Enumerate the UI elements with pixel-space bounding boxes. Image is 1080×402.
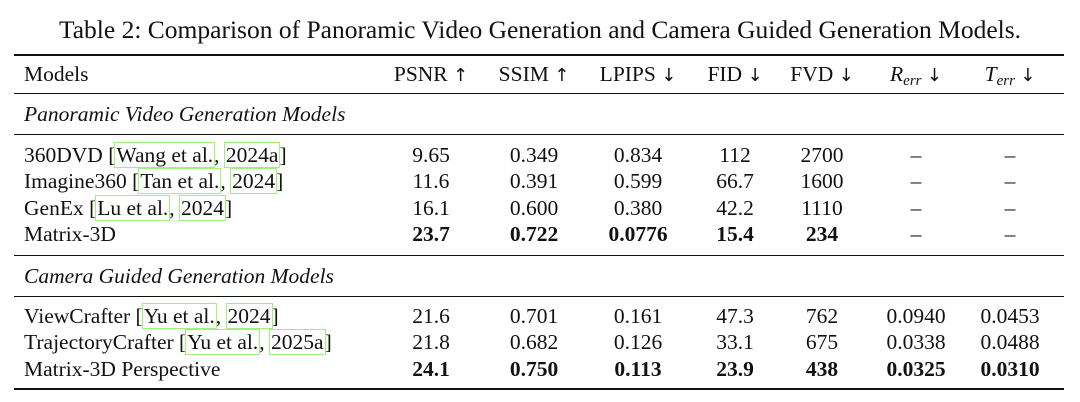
table-caption: Table 2: Comparison of Panoramic Video G… [58, 15, 1022, 44]
ssim-value: 0.349 [509, 143, 559, 167]
fid-value: 66.7 [716, 169, 754, 193]
psnr-value: 21.8 [412, 330, 450, 354]
psnr-value: 16.1 [412, 196, 450, 220]
citation-link[interactable]: Tan et al. [138, 168, 222, 194]
section-title: Camera Guided Generation Models [24, 264, 334, 288]
ssim-value: 0.682 [509, 330, 559, 354]
fid-value: 33.1 [716, 330, 754, 354]
ssim-value: 0.391 [509, 169, 559, 193]
down-arrow-icon: ↓ [838, 65, 854, 86]
psnr-value: 23.7 [412, 222, 450, 246]
header-fvd: FVD ↓ [790, 62, 854, 86]
header-rule [14, 93, 1064, 94]
lpips-value: 0.380 [613, 196, 663, 220]
citation-link[interactable]: 2025a [269, 329, 326, 355]
terr-value: – [1004, 222, 1016, 246]
header-models: Models [24, 62, 89, 86]
rerr-value: 0.0338 [886, 330, 946, 354]
fid-value: 15.4 [716, 222, 754, 246]
fvd-value: 234 [805, 222, 839, 246]
model-name: ViewCrafter [Yu et al., 2024] [24, 303, 279, 329]
lpips-value: 0.161 [613, 304, 663, 328]
ssim-value: 0.600 [509, 196, 559, 220]
down-arrow-icon: ↓ [661, 65, 677, 86]
terr-value: – [1004, 143, 1016, 167]
section-rule [14, 134, 1064, 135]
rerr-value: 0.0325 [886, 357, 946, 381]
top-rule [14, 54, 1064, 56]
up-arrow-icon: ↑ [453, 65, 469, 86]
header-ssim: SSIM ↑ [498, 62, 570, 86]
header-lpips: LPIPS ↓ [599, 62, 677, 86]
terr-value: 0.0488 [980, 330, 1040, 354]
model-name: TrajectoryCrafter [Yu et al., 2025a] [24, 329, 332, 355]
terr-value: 0.0310 [980, 357, 1040, 381]
up-arrow-icon: ↑ [554, 65, 570, 86]
citation-link[interactable]: 2024a [223, 142, 281, 168]
citation-link[interactable]: 2024 [179, 195, 227, 221]
section-title: Panoramic Video Generation Models [24, 102, 346, 126]
fvd-value: 1110 [801, 196, 843, 220]
rerr-value: – [910, 222, 922, 246]
model-name: GenEx [Lu et al., 2024] [24, 195, 233, 221]
section-divider-rule [14, 255, 1064, 256]
ssim-value: 0.750 [509, 357, 559, 381]
lpips-value: 0.126 [613, 330, 663, 354]
header-terr: Terr ↓ [984, 62, 1036, 89]
fid-value: 47.3 [716, 304, 754, 328]
fvd-value: 438 [805, 357, 839, 381]
model-name: Matrix-3D [24, 222, 116, 246]
section-rule [14, 296, 1064, 297]
lpips-value: 0.599 [613, 169, 663, 193]
rerr-value: – [910, 143, 922, 167]
citation-link[interactable]: Wang et al. [114, 142, 216, 168]
psnr-value: 11.6 [412, 169, 450, 193]
fid-value: 112 [719, 143, 751, 167]
model-name: Imagine360 [Tan et al., 2024] [24, 168, 284, 194]
citation-link[interactable]: Yu et al. [185, 329, 261, 355]
lpips-value: 0.0776 [608, 222, 668, 246]
down-arrow-icon: ↓ [1020, 65, 1036, 86]
citation-link[interactable]: Yu et al. [141, 303, 217, 329]
model-name: Matrix-3D Perspective [24, 357, 221, 381]
ssim-value: 0.722 [509, 222, 559, 246]
citation-link[interactable]: 2024 [230, 168, 278, 194]
ssim-value: 0.701 [509, 304, 559, 328]
fid-value: 23.9 [716, 357, 754, 381]
rerr-value: 0.0940 [886, 304, 946, 328]
fvd-value: 1600 [800, 169, 844, 193]
psnr-value: 21.6 [412, 304, 450, 328]
fvd-value: 762 [805, 304, 839, 328]
psnr-value: 9.65 [412, 143, 450, 167]
terr-value: – [1004, 169, 1016, 193]
fvd-value: 2700 [800, 143, 844, 167]
header-fid: FID ↓ [707, 62, 763, 86]
down-arrow-icon: ↓ [747, 65, 763, 86]
rerr-value: – [910, 196, 922, 220]
citation-link[interactable]: Lu et al. [95, 195, 171, 221]
model-name: 360DVD [Wang et al., 2024a] [24, 142, 287, 168]
citation-link[interactable]: 2024 [225, 303, 273, 329]
header-rerr: Rerr ↓ [890, 62, 942, 89]
lpips-value: 0.113 [614, 357, 662, 381]
down-arrow-icon: ↓ [926, 65, 942, 86]
psnr-value: 24.1 [412, 357, 450, 381]
fvd-value: 675 [805, 330, 839, 354]
lpips-value: 0.834 [613, 143, 663, 167]
bottom-rule [14, 388, 1064, 390]
rerr-value: – [910, 169, 922, 193]
header-psnr: PSNR ↑ [393, 62, 469, 86]
terr-value: – [1004, 196, 1016, 220]
fid-value: 42.2 [716, 196, 754, 220]
terr-value: 0.0453 [980, 304, 1040, 328]
